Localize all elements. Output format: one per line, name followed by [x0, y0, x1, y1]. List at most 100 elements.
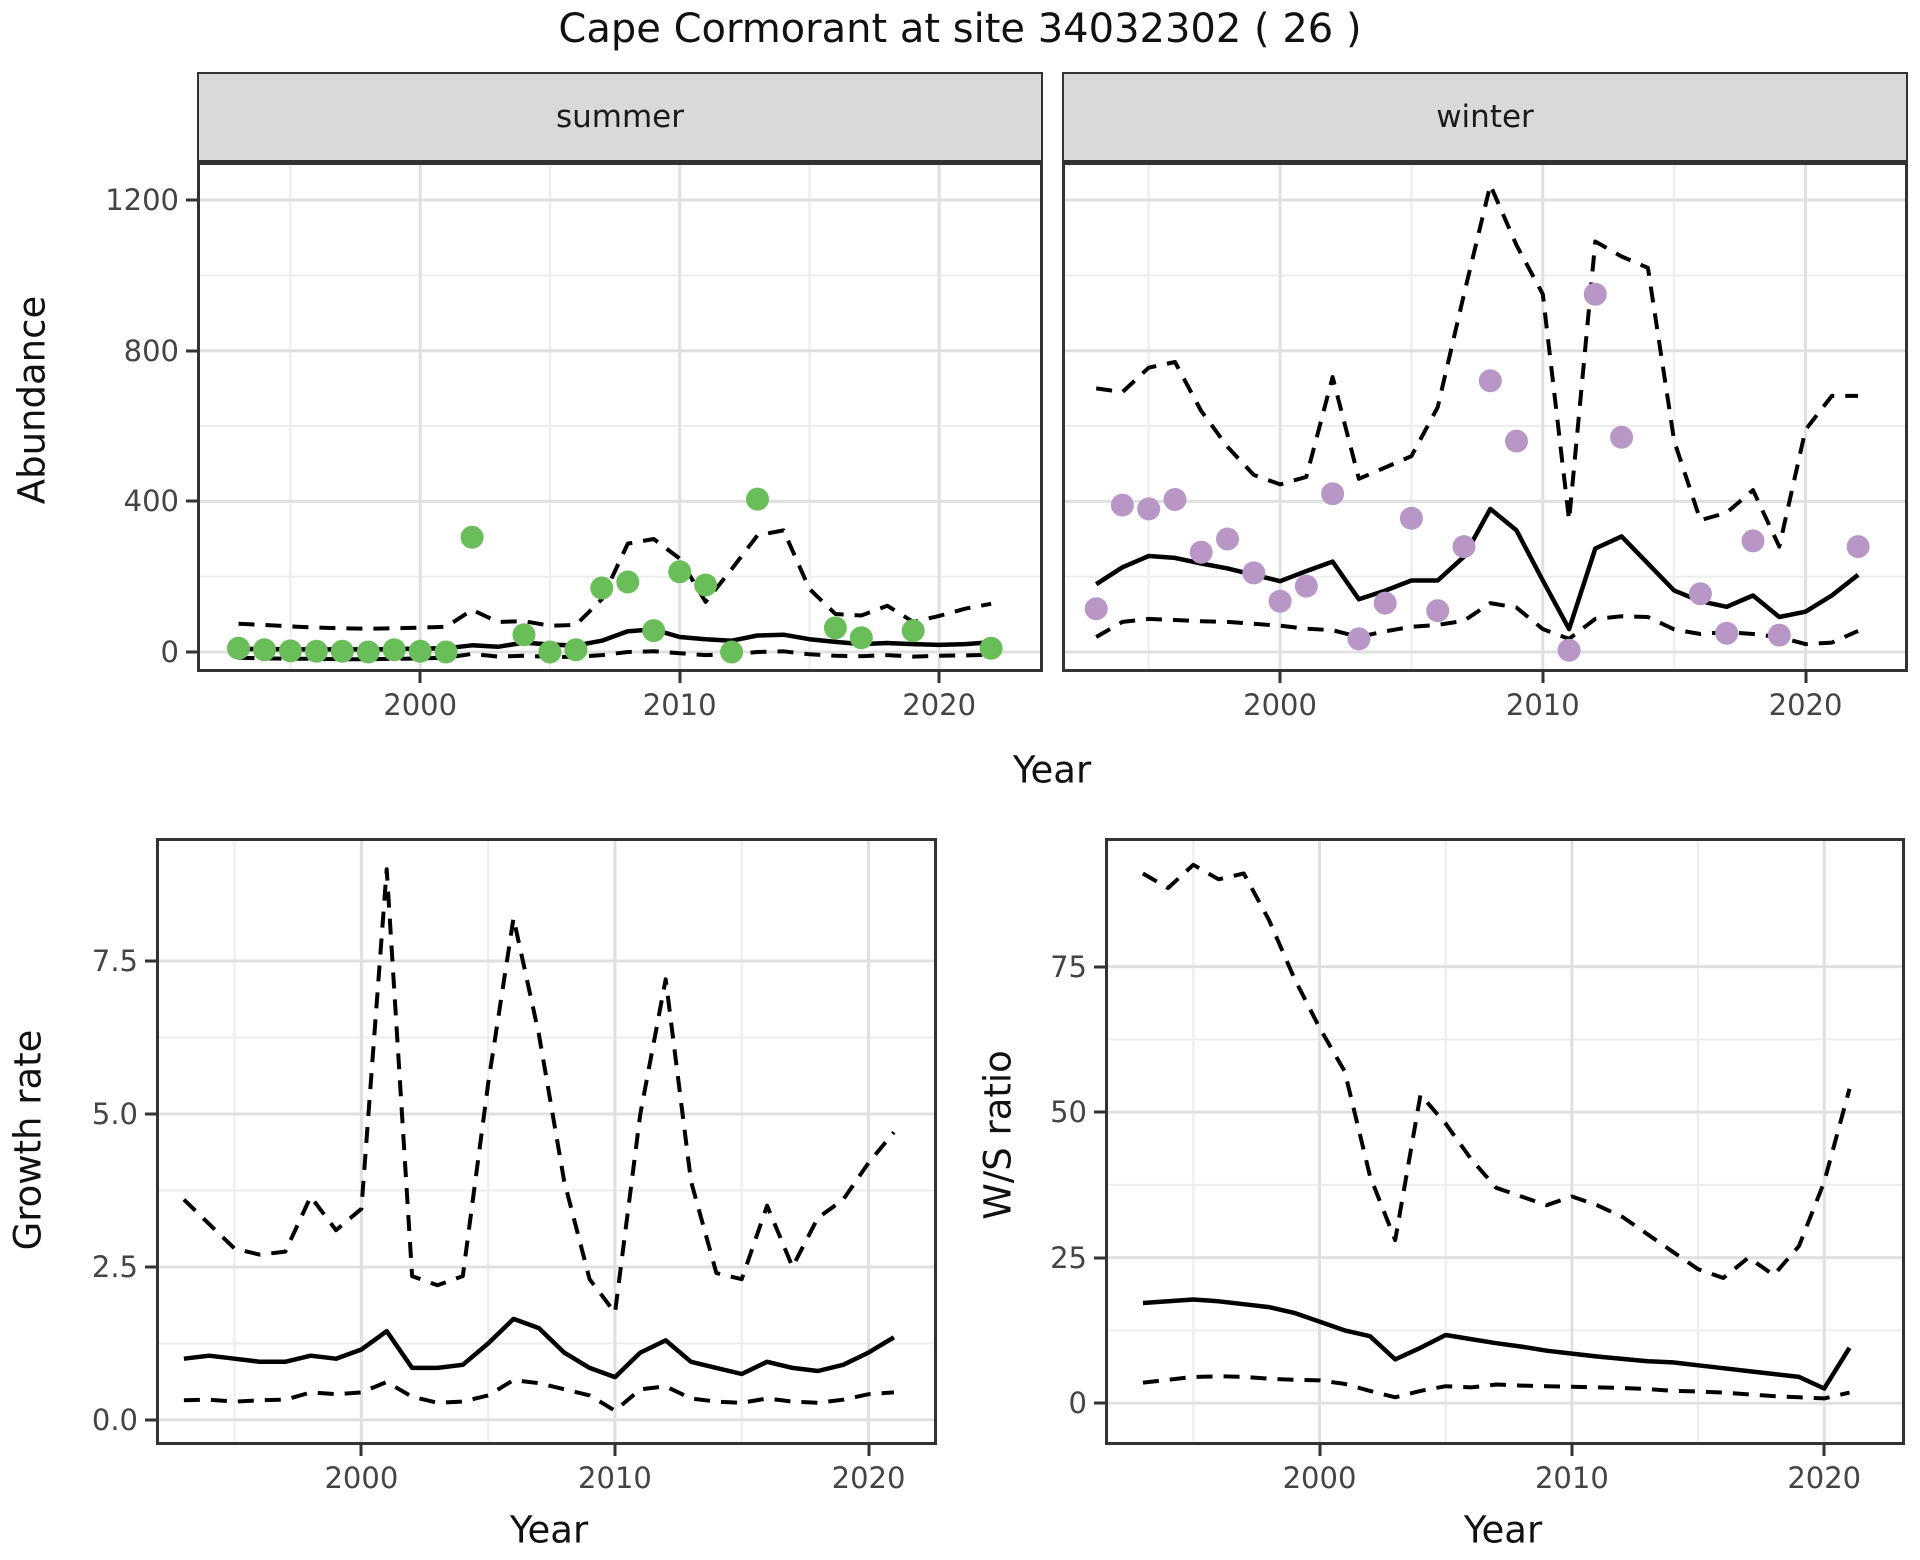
data-point: [901, 619, 925, 643]
y-tick-label: 800: [123, 333, 179, 368]
y-axis-title-ws-ratio: W/S ratio: [976, 1050, 1020, 1220]
data-point: [823, 616, 847, 640]
x-tick-label: 2020: [902, 688, 977, 722]
data-point: [1084, 597, 1108, 621]
winter-plot-area: [1062, 162, 1908, 672]
summer-abundance-panel: 0 400 800 1200 2000 2010 2020: [105, 162, 1043, 722]
facet-strip-winter: winter: [1062, 72, 1908, 162]
data-point: [979, 636, 1003, 660]
upper-ci-line: [1141, 862, 1852, 1280]
data-point: [1452, 535, 1476, 559]
data-point: [278, 639, 302, 663]
data-point: [1741, 529, 1765, 553]
panel-border: [1062, 162, 1908, 672]
x-tick-mark: [937, 672, 941, 683]
data-point: [253, 638, 276, 662]
data-point: [746, 487, 769, 511]
data-point: [1137, 497, 1161, 521]
y-tick-label: 75: [1050, 949, 1087, 984]
y-tick-mark: [145, 959, 156, 963]
x-tick-label: 2020: [1768, 688, 1843, 722]
y-tick-mark: [186, 198, 197, 202]
data-point: [1688, 582, 1712, 606]
data-point: [1110, 493, 1134, 517]
y-tick-label: 1200: [105, 183, 179, 218]
lower-ci-line: [1095, 601, 1859, 647]
data-point: [408, 639, 432, 663]
lower-ci-line: [183, 1378, 895, 1413]
data-point: [849, 626, 873, 650]
y-tick-label: 400: [123, 484, 179, 519]
facet-label-winter: winter: [1436, 99, 1534, 135]
x-tick-label: 2000: [383, 688, 458, 722]
x-tick-mark: [678, 672, 682, 683]
x-tick-label: 2000: [1282, 1461, 1357, 1495]
y-tick-mark: [145, 1418, 156, 1422]
y-axis-title-abundance: Abundance: [10, 295, 54, 505]
summer-plot-area: [197, 162, 1043, 672]
mean-line: [1142, 1297, 1852, 1391]
x-tick-label: 2000: [324, 1461, 399, 1495]
panel-border: [156, 838, 937, 1445]
lower-ci-line: [238, 649, 992, 662]
x-tick-mark: [613, 1445, 617, 1456]
data-point: [642, 619, 666, 643]
data-point: [538, 640, 562, 664]
data-point: [1583, 282, 1607, 306]
y-tick-mark: [1094, 965, 1105, 969]
y-tick-mark: [145, 1112, 156, 1116]
data-point: [1321, 482, 1345, 506]
data-point: [1268, 589, 1292, 613]
upper-ci-line: [238, 528, 992, 631]
x-tick-mark: [1318, 1445, 1321, 1456]
data-point: [1557, 638, 1581, 662]
x-axis-title-year-top: Year: [1012, 748, 1092, 792]
x-tick-label: 2010: [642, 688, 717, 722]
data-point: [720, 640, 744, 664]
data-point: [1426, 599, 1450, 623]
panel-border: [1105, 838, 1905, 1445]
x-tick-label: 2010: [578, 1461, 652, 1495]
growth-rate-plot-area: [156, 838, 937, 1445]
x-tick-mark: [1541, 672, 1545, 683]
y-tick-mark: [186, 499, 197, 503]
data-point: [590, 576, 614, 600]
y-tick-label: 25: [1050, 1240, 1087, 1275]
y-tick-mark: [1094, 1256, 1105, 1260]
y-tick-label: 7.5: [91, 943, 138, 978]
data-point: [304, 639, 328, 663]
y-tick-mark: [1094, 1401, 1105, 1405]
data-point: [1373, 591, 1397, 615]
y-tick-label: 0.0: [91, 1402, 138, 1437]
data-point: [564, 638, 588, 662]
facet-label-summer: summer: [555, 99, 684, 135]
data-point: [1242, 561, 1266, 585]
y-tick-mark: [186, 349, 197, 353]
x-tick-label: 2010: [1534, 1461, 1609, 1495]
mean-line: [1094, 506, 1860, 632]
chart-title: Cape Cormorant at site 34032302 ( 26 ): [558, 6, 1362, 52]
x-tick-mark: [1822, 1445, 1826, 1456]
data-point: [512, 623, 536, 647]
data-point: [1505, 429, 1528, 453]
y-axis-title-growth-rate: Growth rate: [6, 1029, 50, 1251]
data-point: [1610, 425, 1634, 449]
data-point: [227, 636, 250, 660]
ws-ratio-panel: 0 25 50 75 2000 2010 2020: [1050, 838, 1905, 1495]
data-point: [1163, 488, 1187, 511]
data-point: [330, 639, 354, 663]
facet-strip-summer: summer: [197, 72, 1043, 162]
x-tick-label: 2020: [831, 1461, 906, 1495]
lower-ci-line: [1142, 1374, 1850, 1401]
y-tick-mark: [1094, 1110, 1105, 1114]
x-tick-mark: [1278, 672, 1282, 683]
y-tick-mark: [186, 650, 197, 654]
y-tick-label: 0: [160, 635, 179, 670]
data-point: [1846, 535, 1870, 559]
x-tick-label: 2020: [1787, 1461, 1862, 1495]
winter-abundance-panel: 2000 2010 2020: [1062, 162, 1908, 722]
data-point: [1715, 621, 1739, 645]
x-tick-label: 2010: [1505, 688, 1580, 722]
mean-line: [183, 1316, 896, 1380]
